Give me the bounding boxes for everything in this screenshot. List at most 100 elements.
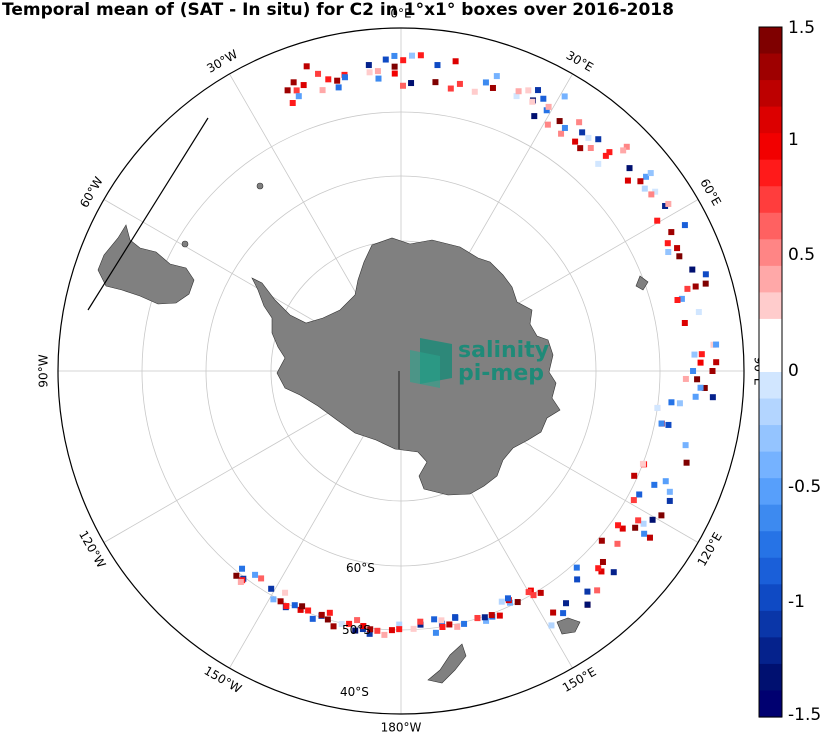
lon-label: 150°W — [202, 663, 244, 696]
colorbar-tick-label: 1.5 — [788, 18, 816, 38]
data-cell — [678, 295, 685, 302]
data-cell — [545, 103, 552, 110]
data-cell — [297, 606, 304, 613]
lat-label-60s: 60°S — [346, 561, 375, 575]
data-cell — [643, 173, 650, 180]
data-cell — [375, 75, 382, 82]
data-cell — [408, 80, 415, 87]
colorbar — [759, 27, 782, 718]
data-cell — [665, 249, 672, 256]
data-cell — [561, 124, 568, 131]
data-cell — [399, 82, 406, 89]
data-cell — [303, 63, 310, 70]
data-cell — [630, 497, 637, 504]
colorbar-segment — [759, 557, 782, 585]
colorbar-segment — [759, 27, 782, 55]
data-cell — [233, 572, 240, 579]
colorbar-segment — [759, 80, 782, 108]
data-cell — [300, 82, 307, 89]
lon-label: 120°E — [695, 530, 725, 569]
salinity-pi-mep-logo: salinity pi-mep — [410, 338, 549, 388]
lat-label-50s: 50°S — [342, 623, 371, 637]
data-cell — [598, 537, 605, 544]
data-cell — [674, 297, 681, 304]
data-cell — [668, 399, 675, 406]
map-frame — [57, 27, 745, 715]
data-cell — [681, 319, 688, 326]
data-cell — [595, 160, 602, 167]
data-cell — [417, 52, 424, 59]
data-cell — [352, 627, 359, 634]
data-cell — [651, 481, 658, 488]
data-cell — [623, 143, 630, 150]
data-cell — [346, 620, 353, 627]
data-cell — [602, 152, 609, 159]
data-cell — [681, 222, 688, 229]
data-cell — [525, 589, 532, 596]
data-cell — [658, 420, 665, 427]
data-cell — [702, 280, 709, 287]
data-cell — [713, 341, 720, 348]
data-cell — [637, 178, 644, 185]
data-cell — [400, 57, 407, 64]
data-cell — [689, 266, 696, 273]
data-cell — [646, 534, 653, 541]
data-cell — [665, 421, 672, 428]
data-cell — [252, 571, 259, 578]
data-cells — [233, 52, 720, 638]
data-cell — [626, 165, 633, 172]
data-cell — [550, 609, 557, 616]
colorbar-segment — [759, 318, 782, 347]
data-cell — [489, 84, 496, 91]
data-cell — [381, 631, 388, 638]
data-cell — [595, 565, 602, 572]
data-cell — [682, 442, 689, 449]
colorbar-segment — [759, 292, 782, 320]
data-cell — [598, 568, 605, 575]
data-cell — [434, 62, 441, 69]
data-cell — [662, 478, 669, 485]
data-cell — [391, 70, 398, 77]
colorbar-segment — [759, 451, 782, 479]
data-cell — [647, 170, 654, 177]
data-cell — [544, 121, 551, 128]
data-cell — [452, 58, 459, 65]
lon-label: 30°E — [564, 48, 596, 75]
data-cell — [446, 621, 453, 628]
colorbar-segment — [759, 663, 782, 692]
data-cell — [692, 393, 699, 400]
data-cell — [635, 517, 642, 524]
colorbar-tick-label: -0.5 — [788, 477, 822, 497]
colorbar-segment — [759, 212, 782, 240]
new-zealand-south — [427, 643, 467, 684]
data-cell — [409, 52, 416, 59]
data-cell — [652, 188, 659, 195]
data-cell — [666, 497, 673, 504]
data-cell — [664, 240, 671, 247]
tasmania — [556, 617, 581, 635]
data-cell — [388, 627, 395, 634]
data-cell — [695, 309, 702, 316]
data-cell — [432, 629, 439, 636]
data-cell — [366, 69, 373, 76]
data-cell — [283, 603, 290, 610]
colorbar-segment — [759, 610, 782, 638]
data-cell — [709, 394, 716, 401]
data-cell — [668, 229, 675, 236]
data-cell — [682, 375, 689, 382]
data-cell — [639, 460, 646, 467]
data-cell — [299, 603, 306, 610]
data-cell — [335, 84, 342, 91]
south-america-tip — [97, 224, 195, 305]
data-cell — [239, 565, 246, 572]
data-cell — [620, 147, 627, 154]
data-cell — [692, 283, 699, 290]
data-cell — [334, 77, 341, 84]
data-cell — [258, 575, 265, 582]
data-cell — [481, 614, 488, 621]
data-cell — [391, 52, 398, 59]
data-cell — [504, 595, 511, 602]
data-cell — [658, 512, 665, 519]
data-cell — [432, 79, 439, 86]
data-cell — [579, 129, 586, 136]
